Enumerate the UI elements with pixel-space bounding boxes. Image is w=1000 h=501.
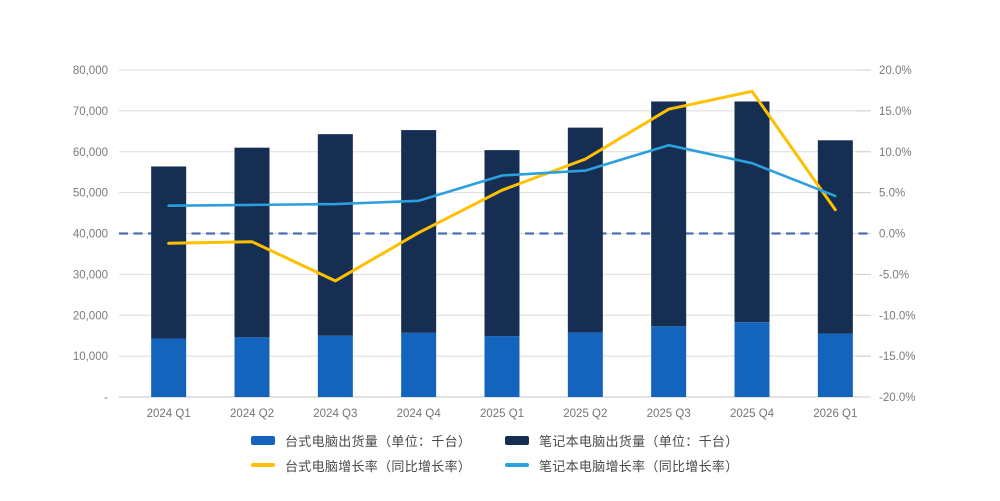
right-axis-label: -10.0% <box>879 310 915 322</box>
left-axis-label: 80,000 <box>73 65 108 77</box>
x-axis-label: 2024 Q3 <box>313 408 357 420</box>
x-axis-label: 2024 Q1 <box>147 408 191 420</box>
bar-notebook-segment <box>151 166 187 339</box>
desktop-growth-line <box>167 89 837 283</box>
x-axis-label: 2025 Q2 <box>563 408 607 420</box>
legend-item-notebook-shipments: 笔记本电脑出货量（单位：千台） <box>505 431 739 449</box>
bar-desktop-segment <box>151 338 187 397</box>
left-axis-label: 10,000 <box>73 351 108 363</box>
notebook-shipments-swatch-icon <box>505 435 529 445</box>
legend-item-desktop-growth: 台式电脑增长率（同比增长率） <box>251 456 471 474</box>
legend-label-notebook-shipments: 笔记本电脑出货量（单位：千台） <box>539 433 739 449</box>
bar-desktop-segment <box>651 326 687 397</box>
combo-chart: - -20.0% 10,000 -15.0% 20,000 -10.0% 30,000 -5.… <box>73 65 916 420</box>
right-axis-label: 15.0% <box>879 106 912 118</box>
bar-desktop-segment <box>317 335 353 397</box>
legend-item-notebook-growth: 笔记本电脑增长率（同比增长率） <box>505 456 739 474</box>
bar-desktop-segment <box>484 336 520 397</box>
right-axis-label: 5.0% <box>879 188 905 200</box>
x-axis-label: 2025 Q3 <box>647 408 691 420</box>
bar-desktop-segment <box>234 337 270 397</box>
left-axis-label: 20,000 <box>73 310 108 322</box>
notebook-growth-swatch-icon <box>505 463 529 467</box>
right-axis-label: -5.0% <box>879 269 909 281</box>
bar-notebook-segment <box>734 101 770 323</box>
left-axis-label: 30,000 <box>73 269 108 281</box>
bar-desktop-segment <box>817 333 853 397</box>
right-axis-label: 10.0% <box>879 147 912 159</box>
left-axis-label: 60,000 <box>73 147 108 159</box>
bar-notebook-segment <box>817 140 853 334</box>
x-axis-label: 2024 Q2 <box>230 408 274 420</box>
right-axis-label: 20.0% <box>879 65 912 77</box>
x-axis-label: 2025 Q4 <box>730 408 775 420</box>
left-axis-label: 50,000 <box>73 188 108 200</box>
bar-desktop-segment <box>401 332 437 397</box>
left-axis-label: 40,000 <box>73 229 108 241</box>
right-axis-label: -20.0% <box>879 392 915 404</box>
x-axis-label: 2024 Q4 <box>397 408 442 420</box>
bar-notebook-segment <box>567 127 603 333</box>
desktop-growth-swatch-icon <box>251 463 275 467</box>
legend-label-desktop-growth: 台式电脑增长率（同比增长率） <box>285 458 472 474</box>
legend-item-desktop-shipments: 台式电脑出货量（单位：千台） <box>251 431 471 449</box>
desktop-shipments-swatch-icon <box>251 435 275 445</box>
x-axis-label: 2025 Q1 <box>480 408 524 420</box>
right-axis-label: 0.0% <box>879 229 905 241</box>
bar-notebook-segment <box>484 150 520 337</box>
bar-desktop-segment <box>734 322 770 397</box>
bar-notebook-segment <box>317 134 353 336</box>
left-axis-label: 70,000 <box>73 106 108 118</box>
x-axis-label: 2026 Q1 <box>813 408 857 420</box>
legend-label-desktop-shipments: 台式电脑出货量（单位：千台） <box>285 433 472 449</box>
bar-desktop-segment <box>567 332 603 397</box>
legend-label-notebook-growth: 笔记本电脑增长率（同比增长率） <box>539 458 739 474</box>
left-axis-label: - <box>104 392 108 404</box>
notebook-growth-line <box>167 143 837 207</box>
right-axis-label: -15.0% <box>879 351 915 363</box>
bar-notebook-segment <box>651 101 687 327</box>
